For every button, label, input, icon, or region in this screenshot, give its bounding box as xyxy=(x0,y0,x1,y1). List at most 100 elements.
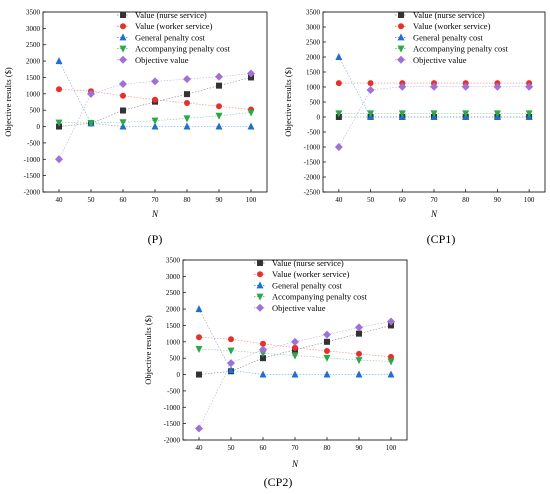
y-tick-label: 2000 xyxy=(166,306,181,314)
data-point xyxy=(259,345,267,354)
y-tick-label: -1000 xyxy=(304,144,321,152)
data-point xyxy=(292,344,298,351)
y-axis-title: Objective results ($) xyxy=(143,315,153,385)
data-point xyxy=(388,353,394,360)
data-point xyxy=(216,82,222,89)
data-point xyxy=(195,305,203,313)
legend-label: General penalty cost xyxy=(413,32,483,42)
data-point xyxy=(55,57,63,65)
y-tick-label: 500 xyxy=(30,107,41,115)
x-tick-label: 80 xyxy=(462,196,470,204)
data-point xyxy=(430,82,438,91)
x-tick-label: 90 xyxy=(494,196,502,204)
y-tick-label: 2000 xyxy=(26,58,41,66)
data-point xyxy=(493,82,502,91)
data-point xyxy=(119,119,127,127)
data-point xyxy=(366,86,375,94)
data-point xyxy=(260,340,266,347)
legend-marker xyxy=(119,55,127,64)
x-tick-label: 40 xyxy=(335,196,343,204)
y-tick-label: 3500 xyxy=(166,257,181,265)
chart-panel-cp1: -2500 -2000 -1500 -1000 -500 0 500 1000 1500 2000… xyxy=(283,9,546,246)
data-point xyxy=(259,350,267,358)
y-tick-label: 3000 xyxy=(166,273,181,281)
x-tick-label: 50 xyxy=(228,444,236,452)
x-tick-label: 90 xyxy=(356,444,364,452)
y-tick-label: 3000 xyxy=(26,25,41,33)
data-point xyxy=(228,336,234,343)
y-tick-label: -500 xyxy=(167,387,180,395)
y-tick-label: 1500 xyxy=(166,322,181,330)
data-point xyxy=(215,112,223,120)
y-tick-label: -2000 xyxy=(164,437,181,445)
data-point xyxy=(227,366,235,374)
legend-marker xyxy=(119,45,127,53)
y-tick-label: -1000 xyxy=(24,156,41,164)
data-point xyxy=(334,143,343,151)
legend-label: Value (nurse service) xyxy=(272,258,344,268)
data-point xyxy=(151,117,159,125)
data-point xyxy=(525,82,534,91)
x-tick-label: 70 xyxy=(431,196,439,204)
data-point xyxy=(324,338,330,345)
legend-label: Objective value xyxy=(413,55,467,65)
legend-label: Value (worker service) xyxy=(413,21,491,31)
data-point xyxy=(120,92,126,99)
legend-marker xyxy=(397,33,405,41)
data-point xyxy=(227,347,235,355)
legend-label: Accompanying penalty cost xyxy=(272,292,368,302)
panel-label: (CP2) xyxy=(264,475,293,489)
legend-marker xyxy=(398,12,404,18)
legend-marker xyxy=(120,12,126,18)
data-point xyxy=(184,91,190,98)
data-point xyxy=(227,359,235,368)
legend-label: Value (nurse service) xyxy=(413,10,485,20)
y-tick-label: 3500 xyxy=(306,9,321,17)
legend-marker xyxy=(256,293,264,301)
y-tick-label: 1500 xyxy=(306,69,321,77)
y-tick-label: 500 xyxy=(170,355,181,363)
y-tick-label: 3000 xyxy=(306,24,321,32)
data-point xyxy=(323,330,331,339)
x-tick-label: 100 xyxy=(246,196,257,204)
x-tick-label: 70 xyxy=(152,196,160,204)
x-tick-label: 90 xyxy=(216,196,224,204)
legend-marker xyxy=(397,45,405,53)
data-point xyxy=(356,350,362,357)
y-tick-label: -1000 xyxy=(164,404,181,412)
data-point xyxy=(184,99,190,106)
data-point xyxy=(335,53,343,60)
legend-marker xyxy=(119,33,127,41)
data-point xyxy=(367,80,374,87)
legend-label: Accompanying penalty cost xyxy=(135,44,231,54)
y-tick-label: -500 xyxy=(307,129,320,137)
data-point xyxy=(120,107,126,114)
data-point xyxy=(56,86,62,93)
x-tick-label: 80 xyxy=(324,444,332,452)
data-point xyxy=(119,80,127,88)
data-point xyxy=(525,110,533,118)
legend-label: Value (worker service) xyxy=(272,269,350,279)
chart-panel-cp2: -2000 -1500 -1000 -500 0 500 1000 1500 2000 2500 3… xyxy=(143,257,408,489)
data-point xyxy=(260,355,266,362)
chart-panel-p: -2000 -1500 -1000 -500 0 500 1000 1500 2000 2500 3… xyxy=(3,9,268,246)
data-point xyxy=(291,370,299,378)
data-point xyxy=(183,75,191,84)
data-point xyxy=(259,370,267,378)
data-point xyxy=(291,337,299,346)
legend-marker xyxy=(398,23,404,30)
data-point xyxy=(387,358,395,366)
panel-label: (CP1) xyxy=(427,232,456,246)
data-point xyxy=(247,122,255,130)
data-point xyxy=(87,119,95,127)
y-tick-label: 1000 xyxy=(26,90,41,98)
y-tick-label: 0 xyxy=(177,371,181,379)
data-point xyxy=(55,155,63,164)
x-tick-label: 60 xyxy=(120,196,128,204)
y-tick-label: -500 xyxy=(27,139,40,147)
data-point xyxy=(195,346,203,354)
y-tick-label: 2500 xyxy=(26,41,41,49)
x-tick-label: 100 xyxy=(524,196,535,204)
data-point xyxy=(335,80,342,87)
x-axis-title: N xyxy=(291,459,299,469)
